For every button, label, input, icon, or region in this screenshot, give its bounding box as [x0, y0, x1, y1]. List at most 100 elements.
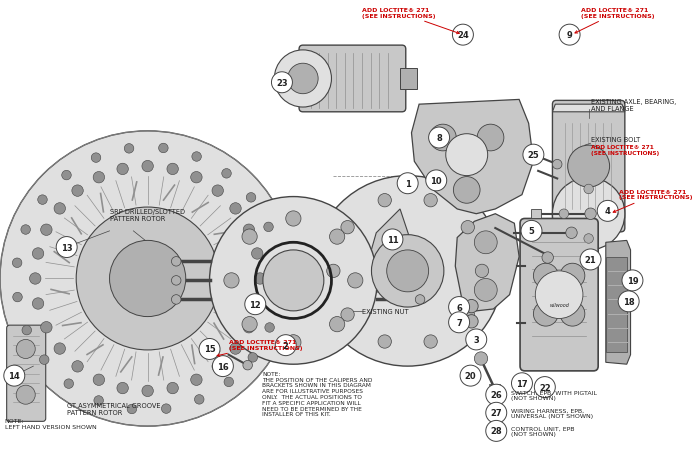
Circle shape — [117, 383, 128, 394]
Circle shape — [523, 145, 544, 166]
Circle shape — [245, 294, 266, 315]
Circle shape — [424, 194, 438, 207]
Circle shape — [274, 290, 283, 299]
Circle shape — [566, 228, 578, 239]
Circle shape — [486, 402, 507, 423]
Text: ADD LOCTITE® 271
(SEE INSTRUCTIONS): ADD LOCTITE® 271 (SEE INSTRUCTIONS) — [362, 8, 459, 35]
Circle shape — [348, 273, 363, 288]
Text: 19: 19 — [626, 276, 638, 285]
Circle shape — [38, 195, 48, 205]
Text: GT ASYMMETRICAL GROOVE
PATTERN ROTOR: GT ASYMMETRICAL GROOVE PATTERN ROTOR — [66, 403, 160, 415]
Circle shape — [397, 173, 418, 194]
Text: NOTE:
LEFT HAND VERSION SHOWN: NOTE: LEFT HAND VERSION SHOWN — [5, 418, 97, 429]
Text: CONTROL UNIT, EPB
(NOT SHOWN): CONTROL UNIT, EPB (NOT SHOWN) — [512, 425, 575, 436]
Circle shape — [54, 343, 66, 354]
Circle shape — [21, 225, 30, 235]
Circle shape — [243, 361, 253, 370]
Text: 25: 25 — [528, 151, 539, 160]
Circle shape — [288, 64, 318, 95]
Circle shape — [190, 374, 202, 386]
Text: 14: 14 — [8, 371, 20, 380]
Circle shape — [486, 384, 507, 405]
Circle shape — [330, 317, 345, 332]
FancyBboxPatch shape — [552, 101, 625, 233]
Circle shape — [230, 203, 242, 215]
Text: NOTE:
THE POSITION OF THE CALIPERS AND
BRACKETS SHOWN IN THIS DIAGRAM
ARE FOR IL: NOTE: THE POSITION OF THE CALIPERS AND B… — [262, 371, 372, 417]
Circle shape — [461, 308, 475, 322]
Circle shape — [486, 420, 507, 441]
Circle shape — [465, 315, 478, 329]
Text: 1: 1 — [405, 179, 411, 188]
Circle shape — [580, 249, 601, 270]
Circle shape — [243, 224, 255, 236]
Circle shape — [430, 125, 456, 152]
Bar — [531, 209, 541, 219]
Circle shape — [341, 308, 354, 322]
Circle shape — [41, 322, 52, 333]
Circle shape — [0, 131, 295, 426]
Text: 24: 24 — [457, 31, 469, 40]
Circle shape — [286, 212, 301, 227]
Circle shape — [263, 250, 324, 311]
Circle shape — [275, 335, 296, 356]
Circle shape — [568, 146, 610, 187]
Circle shape — [222, 169, 231, 179]
Circle shape — [41, 224, 52, 236]
Circle shape — [552, 160, 562, 170]
Text: 13: 13 — [61, 243, 73, 252]
Circle shape — [248, 353, 258, 362]
Circle shape — [475, 352, 488, 365]
Circle shape — [559, 209, 568, 219]
Polygon shape — [367, 209, 410, 295]
Text: EXISTING AXLE, BEARING,
AND FLANGE: EXISTING AXLE, BEARING, AND FLANGE — [591, 98, 676, 111]
Text: EXISTING NUT: EXISTING NUT — [362, 308, 409, 314]
Text: 17: 17 — [516, 379, 528, 388]
Circle shape — [449, 312, 470, 333]
Circle shape — [224, 273, 239, 288]
Text: ADD LOCTITE® 271
(SEE INSTRUCTIONS): ADD LOCTITE® 271 (SEE INSTRUCTIONS) — [217, 339, 302, 357]
Circle shape — [56, 237, 77, 258]
Circle shape — [16, 340, 35, 359]
Circle shape — [475, 265, 489, 278]
Circle shape — [597, 201, 618, 222]
Circle shape — [382, 229, 403, 250]
Circle shape — [142, 385, 153, 397]
Text: 20: 20 — [465, 371, 476, 380]
Circle shape — [415, 276, 425, 286]
Circle shape — [190, 172, 202, 183]
Text: 26: 26 — [491, 390, 502, 399]
Circle shape — [584, 234, 594, 244]
Polygon shape — [606, 241, 631, 364]
Circle shape — [127, 404, 136, 414]
Text: WIRING HARNESS, EPB,
UNIVERSAL (NOT SHOWN): WIRING HARNESS, EPB, UNIVERSAL (NOT SHOW… — [512, 408, 594, 418]
FancyBboxPatch shape — [299, 46, 406, 112]
Circle shape — [167, 383, 178, 394]
Circle shape — [212, 356, 233, 377]
Circle shape — [454, 177, 480, 204]
Text: ADD LOCTITE® 271
(SEE INSTRUCTIONS): ADD LOCTITE® 271 (SEE INSTRUCTIONS) — [613, 189, 692, 213]
Circle shape — [452, 25, 473, 46]
Text: 7: 7 — [456, 318, 462, 327]
Circle shape — [330, 229, 345, 245]
Circle shape — [560, 302, 584, 326]
Circle shape — [172, 295, 181, 304]
Circle shape — [246, 193, 256, 202]
Circle shape — [461, 221, 475, 234]
Text: 6: 6 — [456, 303, 462, 312]
Circle shape — [212, 186, 223, 197]
Circle shape — [378, 335, 391, 349]
Circle shape — [542, 252, 554, 263]
Text: 23: 23 — [276, 79, 288, 87]
Bar — [400, 69, 417, 90]
Circle shape — [415, 295, 425, 304]
Circle shape — [521, 221, 542, 242]
Text: ADD LOCTITE® 271
(SEE INSTRUCTIONS): ADD LOCTITE® 271 (SEE INSTRUCTIONS) — [575, 8, 654, 34]
Circle shape — [449, 297, 470, 318]
Circle shape — [274, 51, 332, 108]
Circle shape — [39, 355, 49, 364]
Circle shape — [536, 271, 583, 319]
Text: 22: 22 — [539, 383, 551, 392]
Circle shape — [466, 329, 486, 350]
Circle shape — [195, 395, 204, 404]
Circle shape — [552, 178, 625, 250]
